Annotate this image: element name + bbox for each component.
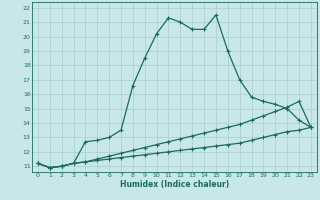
X-axis label: Humidex (Indice chaleur): Humidex (Indice chaleur) xyxy=(120,180,229,189)
